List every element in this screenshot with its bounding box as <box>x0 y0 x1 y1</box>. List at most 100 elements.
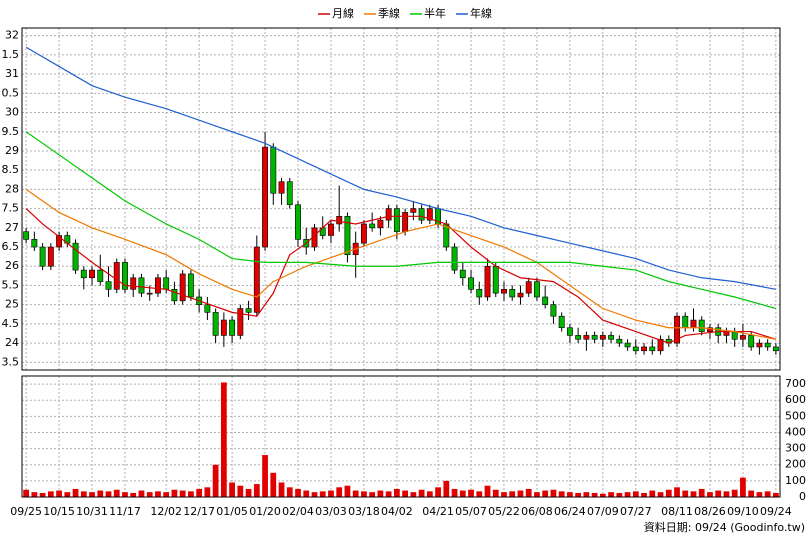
volume-bar <box>476 491 483 497</box>
volume-bar <box>56 490 62 497</box>
volume-bar <box>740 477 746 497</box>
volume-bar <box>641 492 647 497</box>
moving-average-line <box>25 208 777 344</box>
candle-body <box>72 242 79 271</box>
candle-body <box>253 246 260 313</box>
y2-tick-label: 700 <box>785 377 806 390</box>
volume-bar <box>270 472 277 497</box>
candle-body <box>739 335 746 340</box>
candle-body <box>171 289 178 302</box>
y-tick-label: 3.5 <box>2 355 20 368</box>
volume-bar <box>336 487 343 497</box>
volume-bar <box>443 480 450 497</box>
candle-body <box>295 204 301 240</box>
candle-body <box>377 219 384 229</box>
volume-bar <box>690 491 697 497</box>
volume-bar <box>171 489 178 497</box>
volume-bar <box>591 492 598 497</box>
volume-bar <box>212 464 219 497</box>
candle-body <box>39 246 46 267</box>
candle-body <box>682 315 689 329</box>
volume-bar <box>649 490 656 497</box>
x-tick-label: 05/07 <box>455 505 487 518</box>
y-tick-label: 25 <box>5 298 19 311</box>
volume-bar <box>426 491 433 497</box>
y-tick-label: 6.5 <box>2 240 20 253</box>
candle-body <box>286 181 293 206</box>
x-tick-label: 04/21 <box>422 505 454 518</box>
candle-body <box>509 289 516 298</box>
volume-bar <box>715 490 722 497</box>
moving-average-line <box>25 46 776 290</box>
source-note: 資料日期: 09/24 (Goodinfo.tw) <box>644 520 805 534</box>
x-tick-label: 10/31 <box>76 505 108 518</box>
volume-bar <box>723 491 730 497</box>
volume-bar <box>583 492 590 497</box>
candle-body <box>179 273 186 302</box>
volume-bar <box>97 490 104 497</box>
volume-bar <box>682 490 689 497</box>
volume-bar <box>72 488 79 497</box>
volume-bar <box>237 485 244 497</box>
volume-bar <box>23 489 30 497</box>
volume-bar <box>550 489 557 497</box>
volume-bar <box>39 492 46 497</box>
x-tick-label: 12/17 <box>183 505 215 518</box>
volume-bar <box>31 492 38 497</box>
candle-body <box>385 208 392 221</box>
volume-bar <box>772 492 779 497</box>
volume-bar <box>731 489 738 497</box>
volume-bar <box>748 490 755 497</box>
volume-bar <box>764 491 771 497</box>
candle-body <box>731 331 738 340</box>
volume-bar <box>459 490 466 497</box>
candle-body <box>336 215 343 225</box>
y-tick-label: 24 <box>5 336 19 349</box>
candle-body <box>113 262 120 290</box>
volume-bar <box>122 492 128 497</box>
volume-bar <box>435 487 441 497</box>
candle-body <box>674 315 680 344</box>
legend-label: 月線 <box>332 6 354 20</box>
volume-bar <box>517 490 524 497</box>
volume-bar <box>286 487 293 497</box>
candle-body <box>163 277 170 290</box>
candle-body <box>632 346 639 352</box>
candle-body <box>616 338 623 344</box>
volume-bar <box>756 492 763 497</box>
y-tick-label: 1.5 <box>2 48 20 61</box>
x-tick-label: 07/09 <box>587 505 619 518</box>
candle-body <box>56 235 63 248</box>
volume-bar <box>665 489 672 497</box>
volume-bar <box>319 491 326 497</box>
candle-body <box>608 335 615 340</box>
volume-bar <box>80 491 87 497</box>
x-tick-label: 04/02 <box>381 505 413 518</box>
candle-body <box>748 335 755 348</box>
candle-body <box>583 335 590 340</box>
y2-tick-label: 400 <box>785 425 806 438</box>
volume-bar <box>64 492 71 497</box>
y2-tick-label: 100 <box>785 474 806 487</box>
volume-bar <box>229 482 235 497</box>
candle-body <box>245 308 252 313</box>
y-tick-label: 4.5 <box>2 317 20 330</box>
volume-bar <box>311 492 318 497</box>
x-tick-label: 01/05 <box>216 505 248 518</box>
candle-body <box>262 146 268 248</box>
volume-bar <box>599 493 606 497</box>
volume-bar <box>509 491 516 497</box>
x-tick-label: 11/17 <box>109 505 141 518</box>
volume-bar <box>155 491 161 497</box>
candle-body <box>550 304 557 317</box>
x-tick-label: 09/10 <box>727 505 759 518</box>
candle-body <box>459 269 466 279</box>
volume-bar <box>492 489 499 497</box>
x-tick-label: 12/02 <box>150 505 182 518</box>
candle-body <box>146 292 153 295</box>
candle-body <box>690 319 697 329</box>
volume-bar <box>468 489 474 497</box>
volume-bar <box>278 482 285 497</box>
volume-bar <box>393 488 400 497</box>
